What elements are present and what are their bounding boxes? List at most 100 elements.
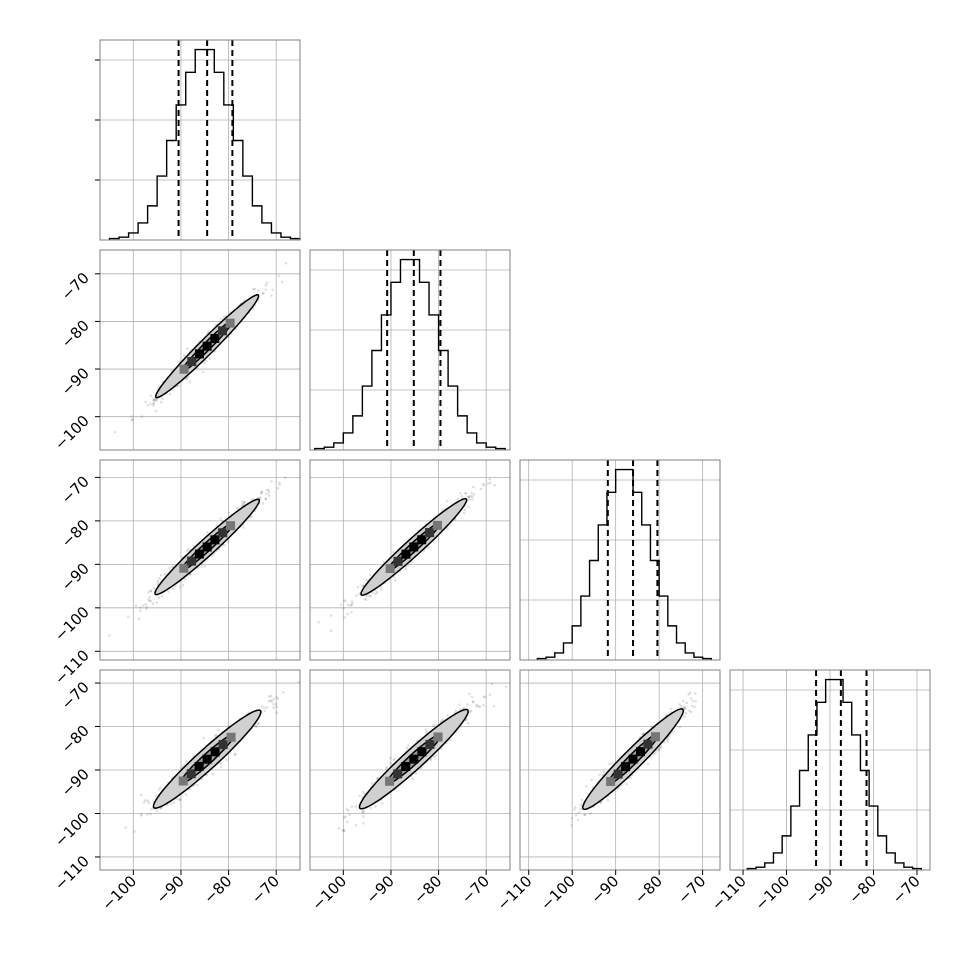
density-cell — [225, 521, 235, 531]
scatter-point — [585, 785, 588, 788]
scatter-point — [275, 711, 279, 714]
scatter-point — [242, 500, 246, 504]
scatter-point — [458, 703, 461, 706]
density-cell — [432, 520, 442, 530]
scatter-point — [271, 288, 274, 292]
scatter-point — [365, 578, 368, 582]
scatter-point — [152, 398, 155, 402]
scatter-point — [253, 287, 257, 291]
scatter-point — [139, 793, 143, 797]
scatter-point — [482, 483, 486, 487]
panel-content — [107, 476, 287, 637]
scatter-point — [347, 809, 350, 812]
scatter-point — [263, 709, 266, 713]
scatter-point — [531, 656, 534, 659]
scatter-point — [679, 704, 683, 708]
density-cell — [393, 769, 403, 779]
scatter-point — [257, 289, 260, 292]
scatter-point — [254, 725, 257, 728]
scatter-panel — [519, 669, 721, 871]
scatter-point — [149, 599, 153, 603]
scatter-point — [124, 826, 127, 829]
scatter-point — [579, 803, 583, 807]
scatter-point — [362, 815, 365, 818]
scatter-point — [170, 565, 174, 568]
scatter-point — [147, 801, 151, 805]
scatter-point — [265, 706, 269, 709]
scatter-point — [146, 813, 149, 816]
density-cell — [417, 747, 427, 757]
scatter-point — [284, 476, 287, 480]
density-cell — [425, 739, 435, 749]
scatter-point — [183, 577, 187, 581]
scatter-point — [157, 577, 161, 580]
scatter-point — [252, 287, 255, 291]
scatter-point — [683, 706, 686, 709]
scatter-point — [590, 778, 594, 782]
y-tick-label: −100 — [51, 412, 93, 454]
y-tick-label: −110 — [51, 852, 93, 894]
scatter-point — [464, 491, 467, 495]
scatter-point — [364, 598, 368, 601]
scatter-point — [147, 591, 150, 594]
scatter-point — [671, 729, 675, 733]
x-tick-label: −80 — [631, 872, 666, 907]
scatter-point — [149, 394, 153, 397]
scatter-point — [145, 605, 149, 609]
x-tick-label: −70 — [248, 872, 283, 907]
panel-frame — [309, 249, 511, 451]
scatter-point — [693, 705, 697, 709]
scatter-point — [354, 805, 358, 808]
scatter-point — [602, 770, 606, 774]
histogram-step — [536, 468, 713, 660]
panel-frame — [99, 459, 301, 661]
scatter-point — [599, 801, 603, 804]
scatter-point — [349, 604, 353, 607]
scatter-point — [217, 728, 221, 732]
scatter-point — [130, 418, 134, 422]
scatter-point — [260, 491, 264, 494]
scatter-point — [170, 802, 173, 805]
scatter-point — [252, 307, 255, 310]
scatter-point — [272, 706, 276, 709]
scatter-point — [134, 604, 138, 608]
scatter-point — [684, 707, 687, 710]
scatter-point — [689, 697, 693, 700]
scatter-point — [468, 692, 471, 696]
scatter-point — [342, 606, 345, 610]
panel-frame — [309, 669, 511, 871]
x-tick-label: −110 — [494, 872, 536, 914]
density-cell — [606, 777, 616, 787]
scatter-point — [172, 801, 176, 804]
scatter-point — [270, 294, 273, 297]
scatter-point — [275, 705, 279, 709]
scatter-point — [579, 807, 582, 811]
scatter-point — [236, 506, 239, 510]
scatter-point — [488, 477, 491, 481]
scatter-point — [471, 700, 475, 704]
scatter-point — [478, 705, 482, 708]
scatter-point — [486, 482, 490, 485]
scatter-point — [265, 492, 268, 496]
scatter-point — [139, 813, 143, 816]
scatter-point — [151, 404, 155, 407]
scatter-point — [211, 772, 215, 776]
scatter-point — [133, 830, 136, 833]
scatter-point — [139, 609, 142, 613]
scatter-point — [441, 718, 444, 722]
scatter-point — [454, 709, 458, 713]
scatter-point — [185, 377, 189, 381]
scatter-point — [203, 565, 207, 568]
density-cell — [401, 762, 411, 772]
scatter-point — [350, 601, 354, 605]
scatter-point — [341, 828, 345, 832]
scatter-point — [459, 492, 462, 495]
density-cell — [628, 754, 638, 764]
scatter-point — [666, 740, 670, 743]
scatter-point — [179, 797, 182, 801]
scatter-point — [264, 283, 268, 287]
scatter-point — [362, 821, 365, 825]
scatter-point — [261, 502, 265, 505]
scatter-point — [223, 543, 226, 547]
